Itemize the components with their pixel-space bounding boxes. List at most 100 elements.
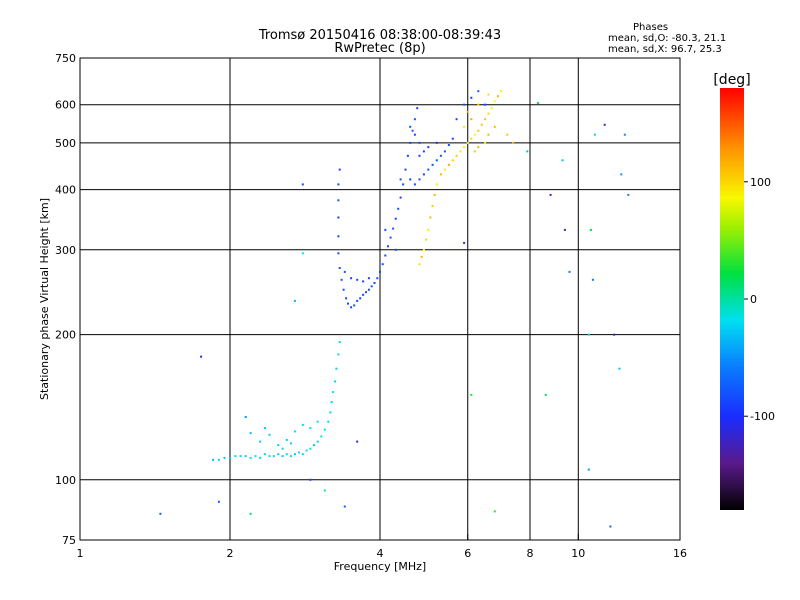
data-point (343, 505, 346, 508)
y-tick-label: 500 (55, 137, 76, 150)
data-point (365, 291, 367, 294)
data-point (422, 173, 425, 176)
data-point (418, 141, 421, 144)
y-tick-label: 400 (55, 184, 76, 197)
data-point (623, 133, 626, 136)
data-point (335, 367, 338, 370)
data-point (229, 456, 231, 459)
data-point (389, 236, 392, 239)
data-point (249, 456, 252, 459)
data-point (416, 107, 419, 110)
data-point (493, 125, 496, 128)
data-point (484, 103, 487, 106)
data-point (463, 125, 466, 128)
data-point (268, 455, 271, 458)
data-point (329, 411, 332, 414)
data-point (493, 510, 496, 513)
data-point (411, 129, 414, 132)
data-point (537, 102, 539, 104)
data-point (603, 123, 606, 126)
data-point (367, 277, 370, 280)
data-point (277, 444, 280, 447)
data-point (487, 133, 490, 136)
data-point (281, 447, 284, 450)
data-point (497, 95, 499, 98)
data-point (490, 107, 493, 110)
data-point (459, 150, 462, 153)
data-point (477, 90, 480, 93)
data-point (563, 228, 566, 231)
data-point (309, 427, 312, 430)
y-axis-label: Stationary phase Virtual Height [km] (38, 198, 51, 400)
data-point (500, 90, 503, 93)
data-point (285, 438, 288, 441)
data-point (337, 353, 340, 356)
data-point (338, 341, 341, 344)
data-point (320, 435, 323, 438)
data-point (451, 159, 454, 162)
data-point (217, 500, 220, 503)
data-point (526, 150, 529, 153)
data-point (254, 455, 257, 458)
data-point (381, 263, 384, 266)
data-point (362, 280, 365, 283)
data-point (379, 270, 381, 273)
data-point (200, 355, 203, 358)
data-point (620, 173, 623, 176)
data-point (244, 416, 247, 418)
phase-stats-x: mean, sd,X: 96.7, 25.3 (608, 44, 722, 55)
data-point (439, 173, 442, 176)
data-point (435, 159, 438, 162)
x-tick-label: 1 (77, 547, 84, 560)
data-point (337, 252, 340, 255)
data-point (549, 193, 552, 196)
data-point (561, 159, 564, 162)
x-tick-label: 2 (227, 547, 234, 560)
data-point (353, 304, 356, 307)
data-point (473, 150, 476, 153)
data-point (356, 278, 359, 281)
data-point (409, 178, 412, 181)
data-point (413, 133, 416, 136)
data-point (409, 141, 412, 144)
data-point (316, 420, 319, 423)
data-point (217, 458, 220, 461)
data-point (447, 163, 450, 166)
data-point (289, 442, 292, 445)
data-point (484, 118, 487, 121)
data-point (613, 333, 616, 336)
data-point (431, 163, 434, 166)
data-point (330, 401, 333, 403)
data-point (212, 458, 215, 461)
data-point (293, 430, 296, 433)
data-point (477, 129, 480, 132)
data-point (451, 137, 454, 140)
data-point (487, 93, 490, 96)
data-point (477, 103, 480, 106)
data-point (418, 178, 421, 181)
data-point (470, 96, 473, 99)
data-point (159, 512, 162, 515)
y-tick-label: 200 (55, 329, 76, 342)
data-point (305, 449, 308, 452)
data-point (337, 183, 340, 186)
data-point (429, 216, 432, 219)
x-tick-label: 4 (377, 547, 384, 560)
colorbar-label: [deg] (713, 72, 750, 88)
y-axis-ticks: 75 100 200 300 400 500 600 750 (55, 52, 76, 547)
data-points (159, 90, 630, 528)
data-point (301, 183, 304, 186)
data-point (316, 440, 319, 443)
x-tick-label: 10 (571, 547, 585, 560)
data-point (413, 183, 416, 186)
x-tick-label: 8 (527, 547, 534, 560)
data-point (447, 144, 450, 146)
data-point (249, 432, 252, 435)
chart-title: Tromsø 20150416 08:38:00-08:39:43 (258, 28, 502, 43)
data-point (427, 146, 430, 149)
data-point (259, 440, 262, 443)
x-axis-ticks: 1 2 4 6 8 10 16 (77, 534, 687, 560)
data-point (342, 288, 345, 291)
data-point (463, 103, 466, 106)
